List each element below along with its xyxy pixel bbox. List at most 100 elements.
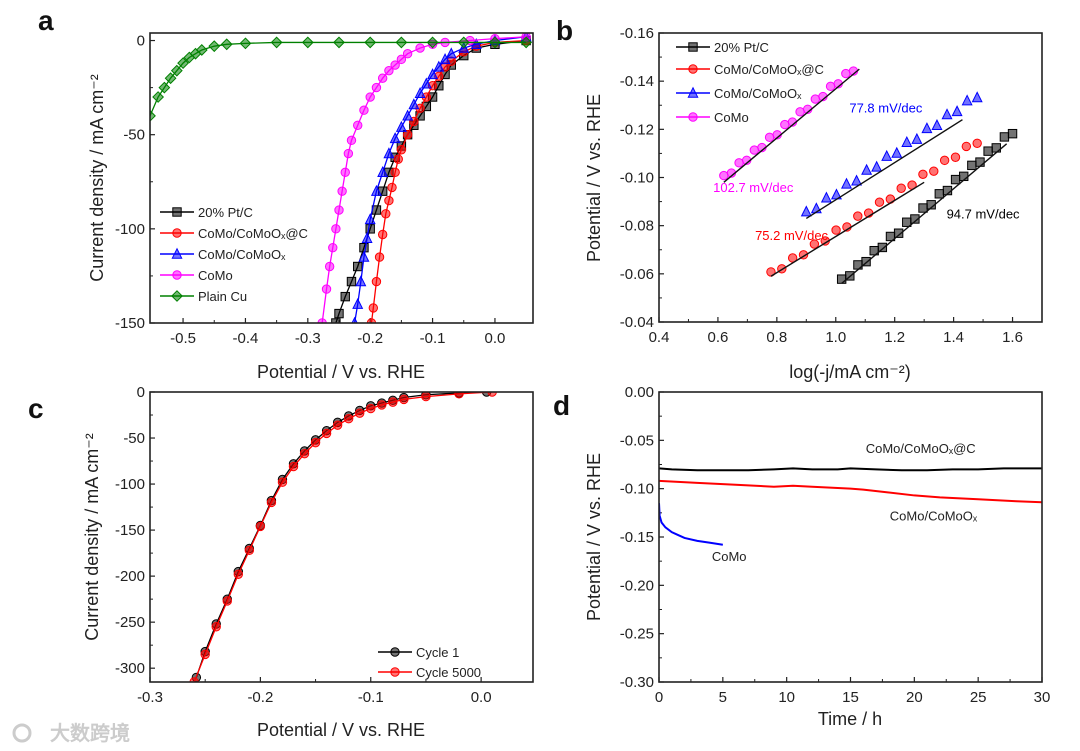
data-point [874,197,885,207]
legend-marker [172,207,182,217]
data-point [421,392,431,402]
data-point [891,146,903,158]
data-point [918,203,928,213]
data-point [901,135,913,147]
data-point [158,81,171,94]
plot-area [659,467,1042,546]
data-point [388,397,398,407]
data-point [353,261,363,272]
data-point [343,148,354,159]
data-point [1007,128,1018,139]
data-point [881,149,893,161]
data-point [734,158,744,168]
x-tick-label: 0.6 [707,329,728,346]
y-tick-label: -100 [115,221,145,238]
data-point [288,461,299,472]
data-point [415,43,425,53]
data-point [383,147,395,159]
x-tick-label: 10 [778,689,795,706]
data-point [929,166,939,176]
data-point [177,57,189,70]
legend-label: Cycle 5000 [416,665,481,680]
data-point [939,155,950,166]
data-point [343,413,354,424]
data-point [321,284,332,294]
data-point [975,157,985,167]
panel-c: c -0.3 -0.2 -0.1 0.0 0 -50 -100 -150 -200 -250 -300… [28,384,534,740]
x-tick-label: 0 [655,689,663,706]
x-tick-label: 0.8 [766,329,787,346]
x-axis-title: Potential / V vs. RHE [257,720,425,740]
series-plain-cu [150,36,533,122]
data-point [399,394,409,405]
data-point [780,119,790,130]
data-point [244,545,255,556]
series-cycle-1 [191,392,492,682]
data-point [961,94,973,106]
data-point [831,225,841,235]
annotation: CoMo/CoMoOₓ@C [866,441,976,456]
y-tick-label: -0.14 [620,73,654,90]
data-point [377,229,388,240]
data-point [170,64,183,77]
data-point [355,408,365,418]
x-tick-label: -0.3 [295,330,321,347]
data-point [346,135,357,146]
data-point [332,420,343,430]
series-cycle-5000 [189,392,497,682]
data-point [331,224,341,234]
legend-marker [390,647,400,657]
legend-marker [687,86,699,98]
data-point [361,231,373,243]
data-point [395,36,408,49]
watermark-text: 大数跨境 [50,721,130,745]
data-point [951,105,963,117]
x-tick-label: -0.1 [358,689,384,706]
fit-line [770,181,925,277]
data-point [270,36,283,49]
legend-marker [171,290,183,302]
data-point [266,497,277,508]
panel-letter: a [38,5,54,36]
data-point [851,174,863,186]
data-point [470,37,482,49]
panel-letter: b [556,15,573,46]
data-point [972,138,982,149]
series-como [659,503,723,546]
legend-item: CoMo/CoMoOₓ@C [676,62,824,77]
data-point [277,477,288,487]
series-line [370,39,527,323]
data-point [402,109,414,121]
data-point [921,122,933,134]
legend-item: CoMo/CoMoOₓ [676,86,802,101]
panel-a: a -0.5 -0.4 -0.3 -0.2 -0.1 0.0 0 -50 -100 -150 Pote… [38,5,534,382]
y-axis-title: Current density / mA cm⁻² [82,433,102,641]
y-tick-label: -0.10 [620,481,654,498]
series-como-comoo- [659,479,1042,504]
y-tick-label: -150 [115,522,145,539]
data-point [841,68,851,79]
data-point [795,107,805,117]
plot-area [719,66,1018,285]
series-como-comoo- [800,91,983,220]
data-point [820,191,832,203]
data-point [389,132,401,144]
y-axis-title: Potential / V vs. RHE [584,94,604,262]
data-point [836,274,847,284]
data-point [809,239,820,249]
watermark-logo-icon [12,723,32,743]
data-point [377,400,387,410]
data-point [364,36,377,49]
fit-line [723,68,860,183]
data-point [426,36,439,49]
legend-marker [688,112,698,122]
x-tick-label: -0.1 [420,330,446,347]
series-como [719,66,860,183]
data-point [853,211,863,221]
y-tick-label: -150 [115,315,145,332]
legend-item: 20% Pt/C [676,40,769,55]
x-tick-label: 1.2 [884,329,905,346]
x-tick-label: 30 [1034,689,1051,706]
data-point [941,108,953,120]
data-point [334,205,344,215]
